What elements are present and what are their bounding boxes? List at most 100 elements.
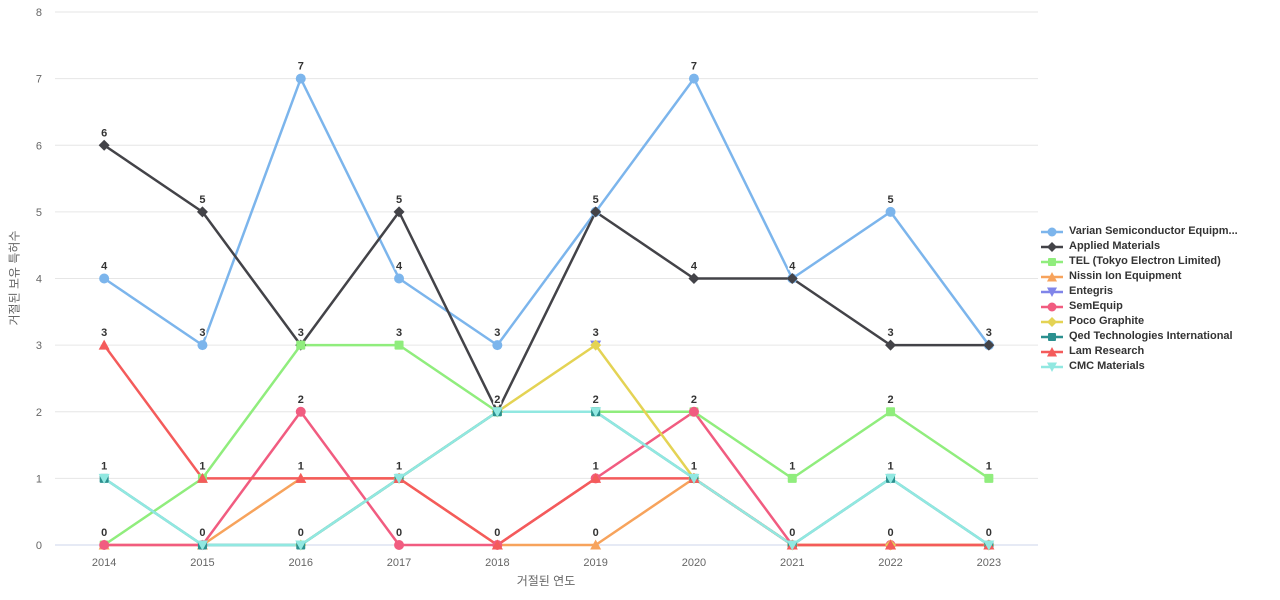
data-label: 3 <box>101 327 107 339</box>
data-point-lam-research[interactable] <box>196 472 208 483</box>
legend-item-tel-tokyo-electron-limited[interactable]: TEL (Tokyo Electron Limited) <box>1040 254 1238 269</box>
legend-item-nissin-ion-equipment[interactable]: Nissin Ion Equipment <box>1040 269 1238 284</box>
series-line-cmc-materials <box>102 410 991 547</box>
x-tick-label: 2019 <box>583 557 607 569</box>
legend-item-label: Varian Semiconductor Equipm... <box>1069 225 1238 237</box>
data-point-tel-tokyo-electron-limited[interactable] <box>394 340 404 350</box>
data-point-lam-research[interactable] <box>295 472 307 483</box>
data-label: 0 <box>789 527 795 539</box>
data-point-applied-materials[interactable] <box>393 206 405 218</box>
triangle-down-marker-icon <box>1041 362 1063 372</box>
data-point-varian-semiconductor-equipm[interactable] <box>197 340 208 351</box>
data-point-varian-semiconductor-equipm[interactable] <box>99 273 110 284</box>
legend-item-applied-materials[interactable]: Applied Materials <box>1040 239 1238 254</box>
legend-item-cmc-materials[interactable]: CMC Materials <box>1040 359 1238 374</box>
data-point-cmc-materials[interactable] <box>295 540 307 551</box>
data-point-applied-materials[interactable] <box>196 206 208 218</box>
series-line-lam-research <box>102 343 991 547</box>
data-point-varian-semiconductor-equipm[interactable] <box>885 206 896 217</box>
y-tick-label: 2 <box>36 407 42 419</box>
legend-item-poco-graphite[interactable]: Poco Graphite <box>1040 314 1238 329</box>
data-label: 7 <box>298 61 304 73</box>
series-line-tel-tokyo-electron-limited <box>102 343 991 547</box>
data-label: 0 <box>101 527 107 539</box>
circle-marker-icon <box>1041 302 1063 311</box>
data-point-semequip[interactable] <box>295 406 306 417</box>
data-label: 3 <box>887 327 893 339</box>
data-point-cmc-materials[interactable] <box>983 540 995 551</box>
data-point-varian-semiconductor-equipm[interactable] <box>295 73 306 84</box>
chart-legend: Varian Semiconductor Equipm... Applied Ma… <box>1040 224 1238 374</box>
data-point-tel-tokyo-electron-limited[interactable] <box>787 473 797 483</box>
data-label: 1 <box>298 460 304 472</box>
legend-item-lam-research[interactable]: Lam Research <box>1040 344 1238 359</box>
data-point-cmc-materials[interactable] <box>688 473 700 484</box>
data-point-applied-materials[interactable] <box>590 206 602 218</box>
data-point-lam-research[interactable] <box>885 539 897 550</box>
data-label: 0 <box>986 527 992 539</box>
data-label: 1 <box>887 460 893 472</box>
legend-item-label: Nissin Ion Equipment <box>1069 270 1182 282</box>
data-point-cmc-materials[interactable] <box>196 540 208 551</box>
data-label: 1 <box>986 460 992 472</box>
x-tick-label: 2016 <box>289 557 313 569</box>
y-tick-label: 3 <box>36 340 42 352</box>
y-tick-label: 7 <box>36 74 42 86</box>
data-label: 5 <box>593 194 599 206</box>
square-marker-icon <box>1041 332 1063 341</box>
data-point-semequip[interactable] <box>688 406 699 417</box>
legend-item-label: Poco Graphite <box>1069 315 1145 327</box>
data-point-lam-research[interactable] <box>491 539 503 550</box>
data-label: 0 <box>593 527 599 539</box>
data-point-applied-materials[interactable] <box>98 139 110 151</box>
legend-item-label: Lam Research <box>1069 345 1145 357</box>
data-point-cmc-materials[interactable] <box>491 407 503 418</box>
data-point-lam-research[interactable] <box>98 339 110 350</box>
data-point-cmc-materials[interactable] <box>393 473 405 484</box>
x-tick-label: 2015 <box>190 557 214 569</box>
x-tick-label: 2014 <box>92 557 116 569</box>
x-tick-label: 2018 <box>485 557 509 569</box>
data-point-cmc-materials[interactable] <box>885 473 897 484</box>
circle-marker-icon <box>1041 227 1063 236</box>
data-label: 1 <box>101 460 107 472</box>
legend-item-qed-technologies-international[interactable]: Qed Technologies International <box>1040 329 1238 344</box>
data-point-applied-materials[interactable] <box>983 339 995 351</box>
data-point-semequip[interactable] <box>99 540 110 550</box>
data-point-cmc-materials[interactable] <box>786 540 798 551</box>
data-point-semequip[interactable] <box>394 540 405 550</box>
data-label: 1 <box>691 460 697 472</box>
data-point-varian-semiconductor-equipm[interactable] <box>394 273 405 284</box>
data-point-applied-materials[interactable] <box>786 273 798 284</box>
data-point-poco-graphite[interactable] <box>590 339 602 351</box>
data-point-varian-semiconductor-equipm[interactable] <box>688 73 699 84</box>
data-label: 2 <box>593 394 599 406</box>
legend-item-varian-semiconductor-equipm[interactable]: Varian Semiconductor Equipm... <box>1040 224 1238 239</box>
triangle-marker-icon <box>1041 346 1063 356</box>
data-point-cmc-materials[interactable] <box>590 407 602 418</box>
legend-item-entegris[interactable]: Entegris <box>1040 284 1238 299</box>
data-label: 3 <box>494 327 500 339</box>
data-point-tel-tokyo-electron-limited[interactable] <box>886 407 896 417</box>
data-point-varian-semiconductor-equipm[interactable] <box>492 340 503 351</box>
legend-item-semequip[interactable]: SemEquip <box>1040 299 1238 314</box>
data-label: 2 <box>691 394 697 406</box>
legend-item-label: Qed Technologies International <box>1069 330 1233 342</box>
data-point-tel-tokyo-electron-limited[interactable] <box>296 340 306 350</box>
data-label: 1 <box>396 460 402 472</box>
y-tick-label: 6 <box>36 140 42 152</box>
legend-item-label: Entegris <box>1069 285 1114 297</box>
data-label: 1 <box>199 460 205 472</box>
data-label: 0 <box>298 527 304 539</box>
data-point-lam-research[interactable] <box>590 472 602 483</box>
y-tick-label: 8 <box>36 7 42 19</box>
data-point-cmc-materials[interactable] <box>98 473 110 484</box>
data-point-nissin-ion-equipment[interactable] <box>590 539 602 550</box>
data-label: 3 <box>593 327 599 339</box>
x-tick-label: 2022 <box>878 557 902 569</box>
data-point-tel-tokyo-electron-limited[interactable] <box>984 473 994 483</box>
y-tick-label: 1 <box>36 473 42 485</box>
data-label: 4 <box>396 261 403 273</box>
data-point-applied-materials[interactable] <box>688 273 700 284</box>
data-point-applied-materials[interactable] <box>885 339 897 351</box>
